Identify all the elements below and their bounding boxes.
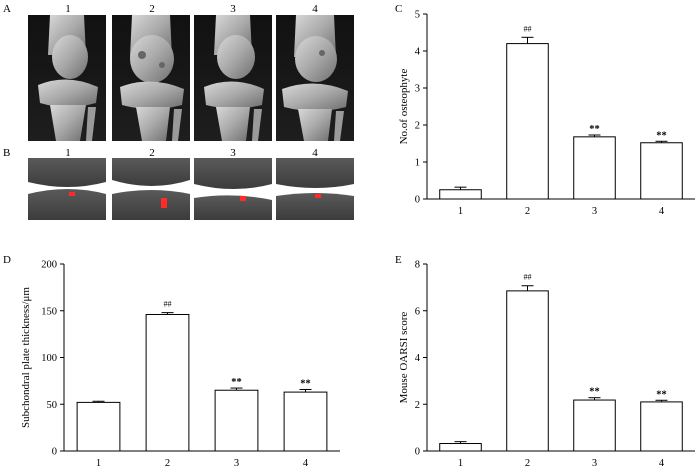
bar-4 [283, 391, 328, 452]
y-tick-label: 5 [415, 10, 420, 21]
ct-section-3 [194, 158, 272, 220]
bar-2 [145, 313, 190, 452]
y-tick-label: 0 [52, 447, 57, 458]
row-a-col-2-label: 2 [149, 3, 155, 15]
significance-mark-2: ## [524, 273, 532, 282]
panel-label-d: D [3, 254, 11, 266]
x-tick-label-2: 2 [525, 206, 530, 217]
y-axis-label: No.of osteophyte [398, 69, 410, 145]
row-b-col-4-label: 4 [312, 147, 318, 159]
bar-3 [573, 136, 616, 200]
row-a-col-3-label: 3 [230, 3, 236, 15]
bar-2 [506, 43, 549, 200]
x-tick-label-1: 1 [96, 458, 101, 468]
y-tick-label: 6 [415, 306, 420, 317]
bar-4 [640, 142, 683, 200]
x-tick-label-1: 1 [458, 206, 463, 217]
row-b-col-2-label: 2 [149, 147, 155, 159]
y-tick-label: 4 [415, 353, 421, 364]
bar-4 [640, 401, 683, 452]
x-tick-label-4: 4 [659, 206, 665, 217]
x-tick-label-2: 2 [525, 458, 530, 468]
significance-mark-2: ## [164, 300, 172, 309]
row-a-col-4-label: 4 [312, 3, 318, 15]
row-b-column-numbers: 1 2 3 4 [65, 147, 318, 159]
chart-oarsi-score: 0 2 4 6 8 Mouse OARSI score 1 2 ## 3 ** 4 ** [398, 260, 695, 468]
knee-rendering-3 [194, 15, 272, 141]
y-tick-label: 2 [415, 400, 420, 411]
chart-osteophyte-count: 0 1 2 3 4 5 No.of osteophyte 1 2 ## 3 ** 4 ** [398, 10, 695, 217]
row-a-column-numbers: 1 2 3 4 [65, 3, 318, 15]
row-b-ct-sections [28, 158, 354, 220]
subchondral-marker-2 [161, 198, 167, 208]
row-a-knee-renderings [28, 15, 354, 141]
y-tick-label: 150 [41, 306, 57, 317]
x-tick-label-4: 4 [659, 458, 665, 468]
x-tick-label-4: 4 [303, 458, 309, 468]
panel-label-e: E [395, 254, 402, 266]
bar-1 [439, 443, 482, 452]
y-tick-label: 0 [415, 195, 420, 206]
y-tick-label: 8 [415, 260, 420, 271]
x-tick-label-3: 3 [234, 458, 239, 468]
chart-subchondral-plate-thickness: 0 50 100 150 200 Subchondral plate thickness/… [20, 260, 340, 468]
y-tick-label: 50 [47, 400, 58, 411]
subchondral-marker-3 [240, 196, 246, 201]
bar-1 [76, 401, 121, 452]
y-axis-label: Mouse OARSI score [398, 312, 410, 404]
significance-mark-2: ## [524, 24, 532, 33]
significance-mark-4: ** [656, 130, 667, 141]
y-tick-label: 4 [415, 47, 421, 58]
subchondral-marker-1 [69, 192, 75, 196]
subchondral-marker-4 [315, 194, 321, 198]
knee-rendering-1 [28, 15, 106, 141]
y-tick-label: 2 [415, 121, 420, 132]
knee-rendering-2 [112, 15, 190, 141]
significance-mark-3: ** [231, 377, 242, 388]
significance-mark-3: ** [589, 124, 600, 135]
row-b-col-1-label: 1 [65, 147, 71, 159]
significance-mark-4: ** [300, 378, 311, 389]
panel-label-c: C [395, 3, 402, 15]
significance-mark-3: ** [589, 387, 600, 398]
bar-2 [506, 290, 549, 452]
knee-rendering-4 [276, 15, 354, 141]
ct-section-1 [28, 158, 106, 220]
x-tick-label-3: 3 [592, 458, 597, 468]
x-tick-label-2: 2 [165, 458, 170, 468]
y-tick-label: 100 [41, 353, 57, 364]
panel-label-b: B [3, 147, 10, 159]
ct-section-2 [112, 158, 190, 220]
bar-3 [214, 389, 259, 452]
bar-1 [439, 189, 482, 200]
x-tick-label-1: 1 [458, 458, 463, 468]
y-tick-label: 200 [41, 260, 57, 271]
significance-mark-4: ** [656, 389, 667, 400]
ct-section-4 [276, 158, 354, 220]
panel-label-a: A [3, 3, 11, 15]
y-tick-label: 3 [415, 84, 420, 95]
bar-3 [573, 399, 616, 452]
y-tick-label: 0 [415, 447, 420, 458]
y-axis-label: Subchondral plate thickness/μm [20, 287, 32, 428]
x-tick-label-3: 3 [592, 206, 597, 217]
y-tick-label: 1 [415, 158, 420, 169]
row-b-col-3-label: 3 [230, 147, 236, 159]
row-a-col-1-label: 1 [65, 3, 71, 15]
